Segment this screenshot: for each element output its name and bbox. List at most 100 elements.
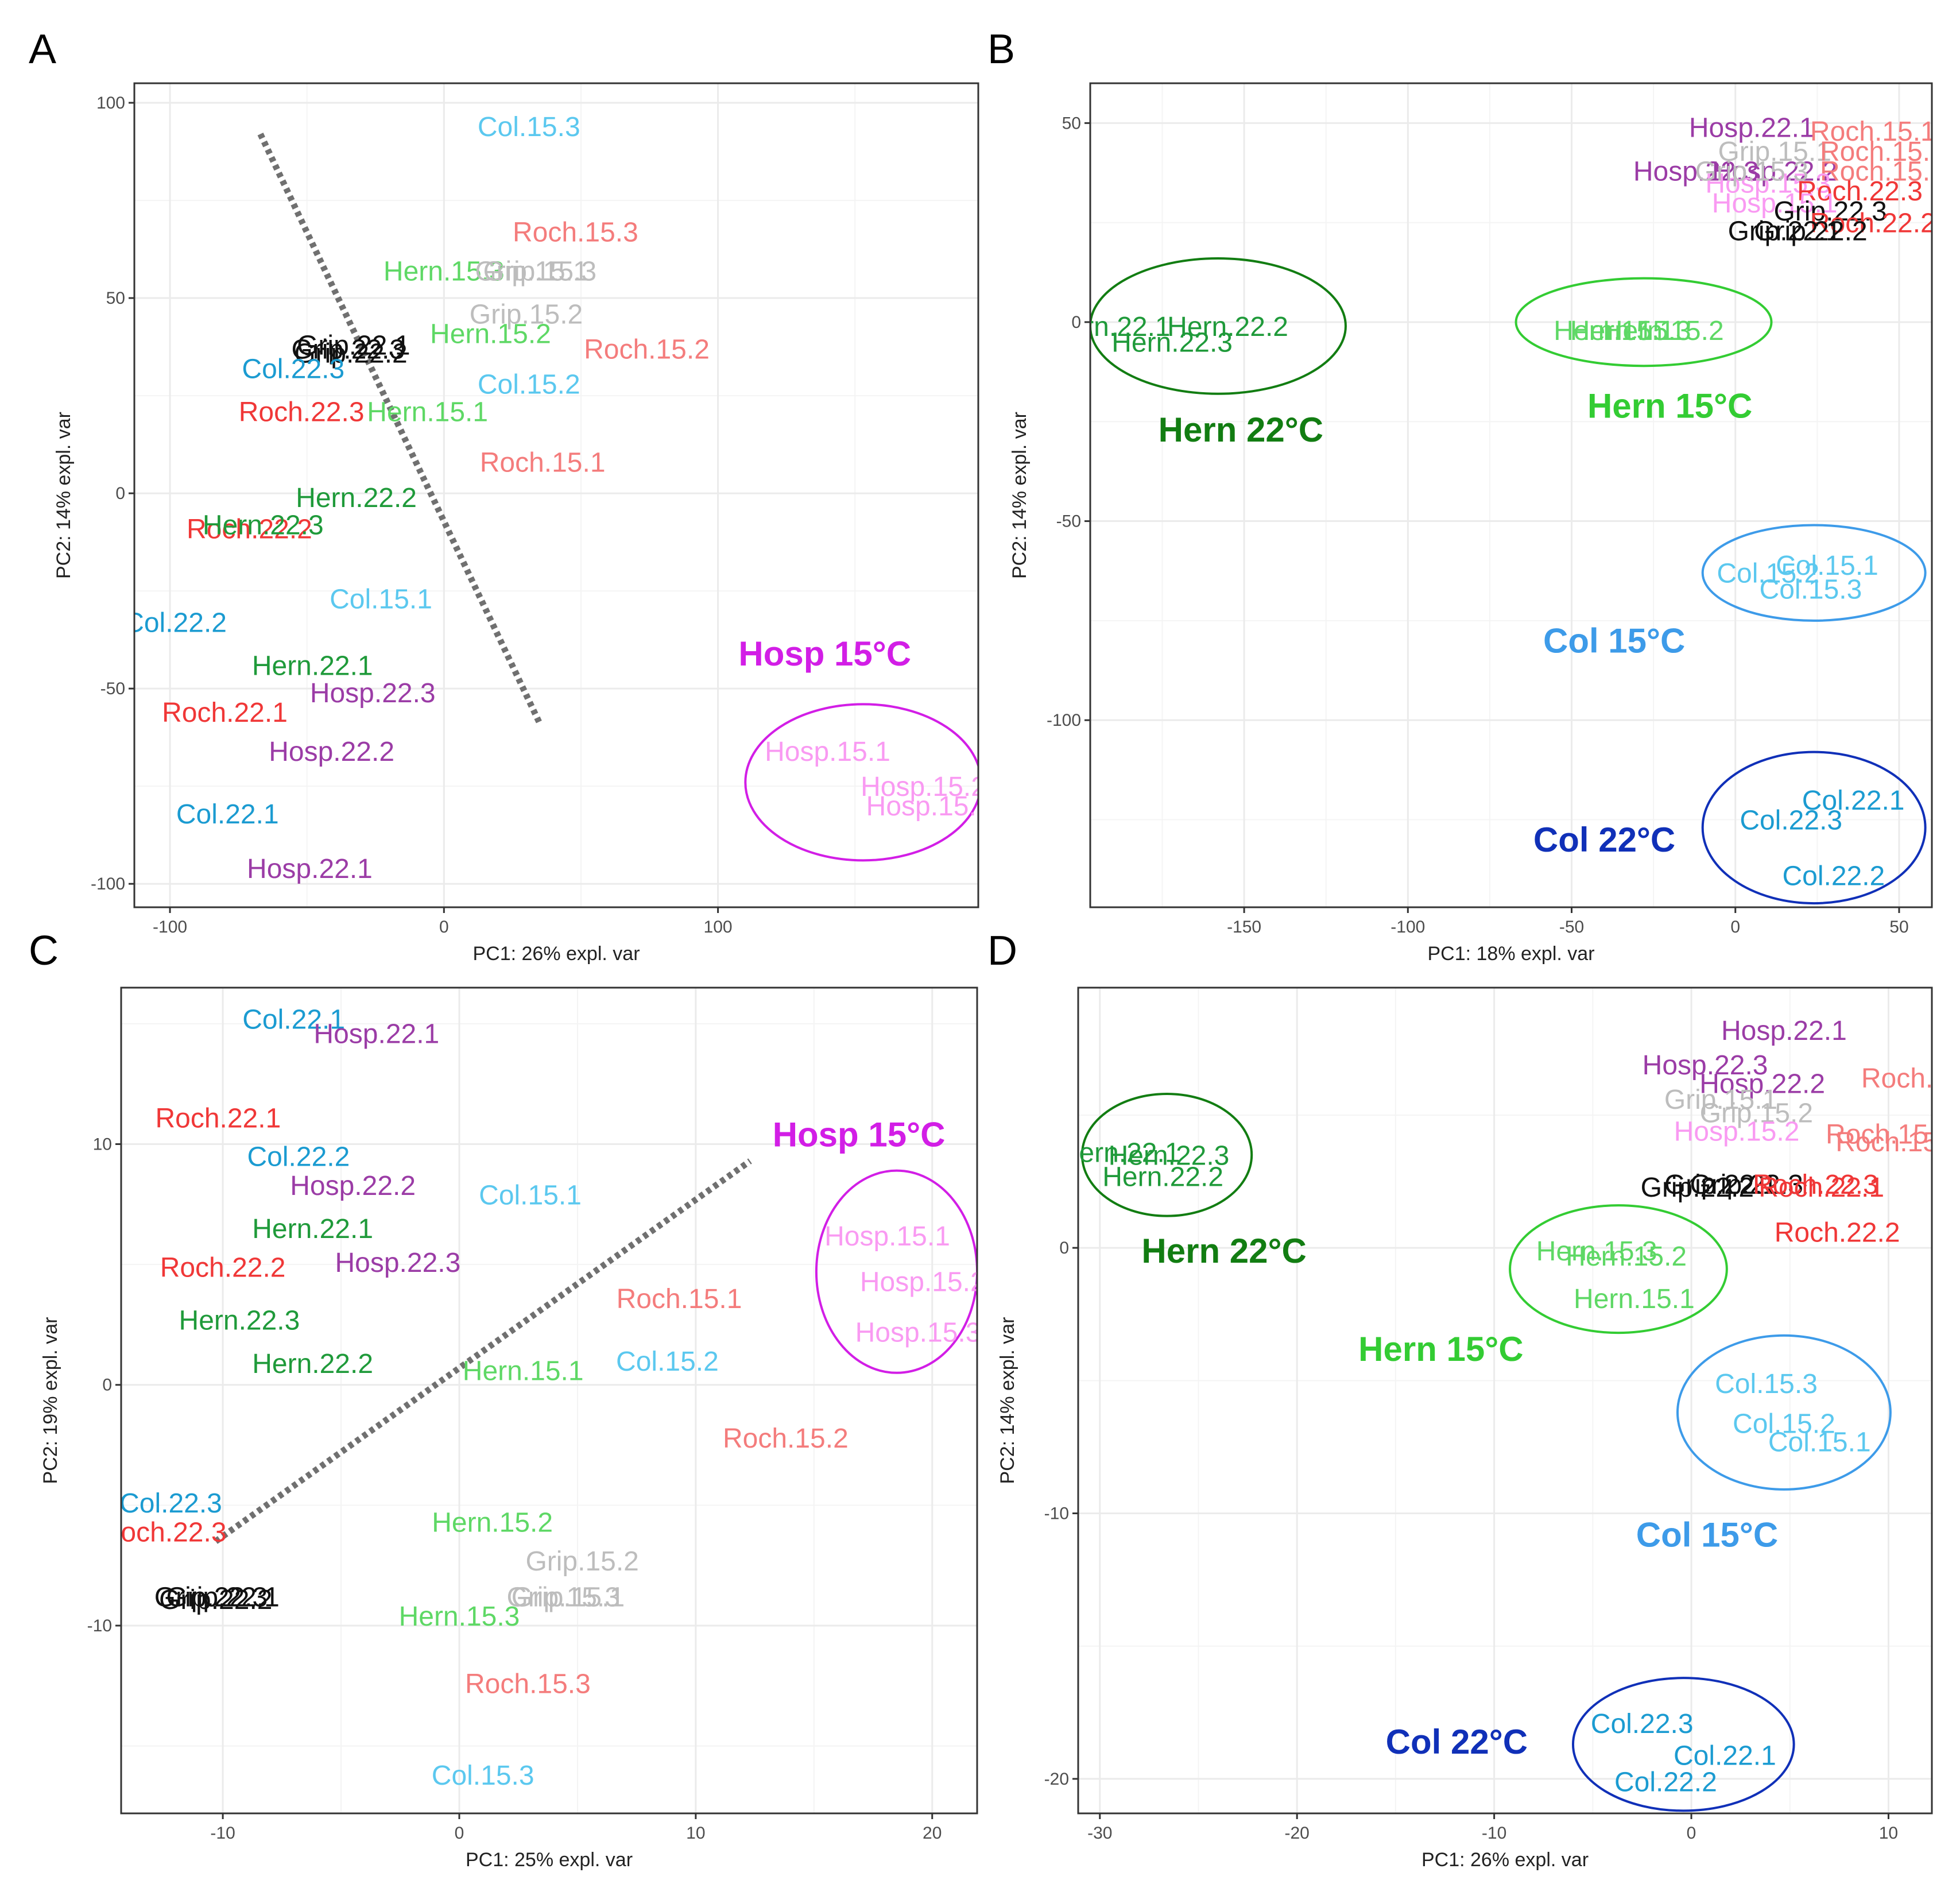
cluster-ellipse xyxy=(1701,524,1927,622)
sample-label: Col.15.1 xyxy=(1768,1427,1871,1458)
sample-label: Roch.15.2 xyxy=(1820,137,1946,167)
x-tick-label: 0 xyxy=(439,918,449,937)
sample-label: Hern.15.1 xyxy=(367,397,488,427)
y-tick-label: 10 xyxy=(93,1135,112,1154)
sample-label: Hosp.15.2 xyxy=(860,1267,986,1297)
sample-label: Grip.22.2 xyxy=(159,1585,272,1615)
sample-label: Hosp.22.2 xyxy=(1699,1069,1825,1099)
sample-label: Hosp.15.2 xyxy=(1674,1117,1800,1147)
y-axis-title: PC2: 14% expl. var xyxy=(997,1317,1018,1484)
sample-label: Roch.22.2 xyxy=(1810,208,1936,239)
sample-label: Grip.15.2 xyxy=(525,1546,638,1577)
sample-label: Hern.15.2 xyxy=(1566,1241,1687,1272)
sample-label: Col.15.2 xyxy=(1717,559,1819,589)
x-tick-label: 100 xyxy=(704,918,733,937)
sample-label: Hosp.15.1 xyxy=(824,1221,950,1252)
x-axis-title: PC1: 26% expl. var xyxy=(1421,1849,1589,1871)
sample-label: Roch.22.3 xyxy=(239,397,365,427)
sample-label: Hosp.22.1 xyxy=(313,1019,439,1050)
sample-label: Grip.15.2 xyxy=(1700,1098,1813,1128)
x-axis-title: PC1: 18% expl. var xyxy=(1427,943,1594,965)
sample-label: Col.15.2 xyxy=(616,1347,719,1377)
sample-label: Grip.22.2 xyxy=(1754,216,1867,246)
sample-label: Col.22.1 xyxy=(1802,786,1905,816)
sample-label: Col.15.3 xyxy=(432,1761,534,1791)
sample-label: Grip.15.2 xyxy=(470,299,583,330)
x-tick-label: -20 xyxy=(1285,1824,1310,1843)
y-tick-label: -20 xyxy=(1044,1770,1069,1789)
sample-label: Hern.22.2 xyxy=(252,1349,373,1379)
x-tick-label: -10 xyxy=(1482,1824,1506,1843)
sample-label: Roch.15.2 xyxy=(1861,1063,1960,1094)
cluster-ellipse xyxy=(1571,1677,1795,1812)
sample-label: Hosp.15.1 xyxy=(765,737,890,767)
sample-label: Grip.15.1 xyxy=(1664,1085,1777,1115)
sample-label: Hern.22.3 xyxy=(1109,1140,1230,1171)
sample-label: Hern.22.1 xyxy=(1059,1138,1180,1169)
x-tick-label: -150 xyxy=(1227,918,1261,937)
x-tick-label: 0 xyxy=(455,1824,464,1843)
plot-area: Hosp.22.1Roch.15.1Grip.15.1Roch.15.2Hosp… xyxy=(1090,113,1946,905)
sample-label: Roch.15.2 xyxy=(584,334,710,365)
panel-letter: D xyxy=(987,928,1017,974)
panel-A: A -100 0 100 -100 -50 0 50 100 PC1: 26% expl. var… xyxy=(29,26,992,965)
x-tick-label: -100 xyxy=(153,918,187,937)
sample-label: Grip.22.3 xyxy=(292,334,405,365)
x-tick-label: 0 xyxy=(1730,918,1740,937)
dashed-separator-line xyxy=(257,133,543,725)
sample-label: Col.22.1 xyxy=(242,1005,345,1035)
panel-D: D -30 -20 -10 0 10 -20 -10 0 PC1: 26% expl. var PC… xyxy=(987,928,1960,1871)
sample-label: Col.15.2 xyxy=(478,370,580,400)
sample-label: Grip.22.2 xyxy=(1641,1173,1754,1203)
y-tick-label: -100 xyxy=(91,875,125,893)
sample-label: Roch.15.1 xyxy=(1835,1127,1960,1158)
panel-B: B -150 -100 -50 0 50 -100 -50 0 50 PC1: 18% expl. … xyxy=(987,26,1946,965)
x-tick-label: 50 xyxy=(1889,918,1908,937)
cluster-ellipse xyxy=(1509,1204,1728,1334)
panel-letter: A xyxy=(29,26,56,72)
sample-label: Col.15.3 xyxy=(478,112,580,142)
sample-label: Roch.22.3 xyxy=(1753,1170,1878,1200)
sample-label: Hern.15.2 xyxy=(430,319,551,349)
y-tick-label: 50 xyxy=(1062,114,1081,133)
sample-label: Hosp.15.1 xyxy=(1712,188,1838,219)
x-tick-label: -10 xyxy=(210,1824,235,1843)
y-tick-label: -100 xyxy=(1047,711,1081,730)
sample-label: Col.22.2 xyxy=(247,1142,350,1172)
sample-label: Hosp.22.3 xyxy=(1633,157,1759,187)
x-tick-label: 10 xyxy=(1879,1824,1898,1843)
plot-background xyxy=(121,988,977,1813)
y-tick-label: 0 xyxy=(102,1376,112,1395)
y-tick-label: -50 xyxy=(1056,512,1081,531)
y-tick-label: -10 xyxy=(1044,1504,1069,1523)
y-tick-label: 0 xyxy=(1071,313,1081,332)
sample-label: Roch.22.3 xyxy=(101,1517,227,1548)
sample-label: Col.22.1 xyxy=(176,799,279,830)
sample-label: Col.22.2 xyxy=(1614,1767,1717,1798)
sample-label: Hosp.15.3 xyxy=(866,791,992,822)
sample-label: Grip.15.1 xyxy=(1718,137,1831,167)
group-annotation: Hern 15°C xyxy=(1587,387,1752,425)
sample-label: Roch.22.2 xyxy=(160,1252,286,1283)
sample-label: Grip.15.1 xyxy=(475,256,588,287)
sample-label: Col.15.1 xyxy=(479,1181,582,1211)
sample-label: Hern.22.2 xyxy=(296,483,417,513)
sample-label: Hern.22.2 xyxy=(1167,312,1288,342)
sample-label: Roch.22.3 xyxy=(1797,176,1923,207)
sample-label: Grip.22.3 xyxy=(154,1583,268,1613)
sample-label: Col.22.2 xyxy=(1782,861,1885,892)
plot-area: Col.22.1Hosp.22.1Roch.22.1Col.22.2Hosp.2… xyxy=(101,1005,986,1791)
sample-label: Hern.15.3 xyxy=(399,1601,520,1632)
plot-frame xyxy=(1089,82,1933,908)
sample-label: Grip.15.3 xyxy=(506,1583,619,1613)
sample-label: Col.15.2 xyxy=(1733,1409,1835,1439)
sample-label: Hern.22.1 xyxy=(252,1214,373,1244)
sample-label: Hern.22.3 xyxy=(179,1306,300,1336)
y-tick-label: 100 xyxy=(96,94,125,113)
sample-label: Grip.22.1 xyxy=(166,1583,279,1613)
sample-label: Grip.22.1 xyxy=(1664,1170,1777,1200)
plot-frame xyxy=(1077,987,1933,1815)
sample-label: Col.15.3 xyxy=(1715,1369,1818,1399)
sample-label: Hern.15.3 xyxy=(384,256,505,287)
group-annotation: Hern 15°C xyxy=(1358,1330,1523,1368)
